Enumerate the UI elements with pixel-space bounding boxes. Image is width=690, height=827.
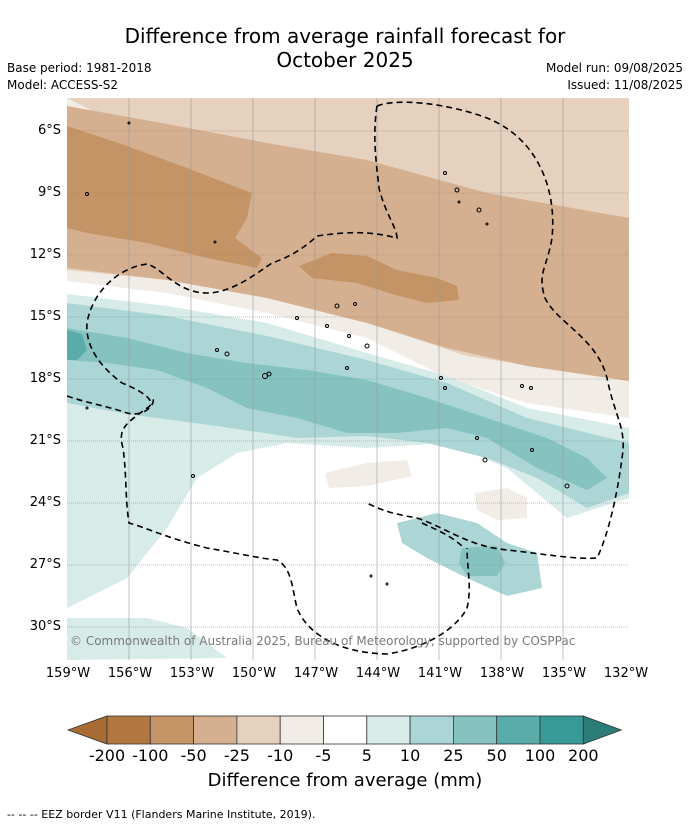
lat-label: 18°S	[29, 371, 61, 386]
eez-borders	[67, 101, 624, 655]
lat-label: 12°S	[29, 247, 61, 262]
lat-label: 30°S	[29, 619, 61, 634]
lon-label: 156°W	[107, 666, 153, 681]
band-pos25	[67, 328, 607, 490]
colorbar-tick-label: -25	[223, 746, 250, 765]
lon-label: 135°W	[541, 666, 587, 681]
lon-label: 159°W	[45, 666, 91, 681]
lon-label: 132°W	[603, 666, 649, 681]
lon-label: 153°W	[169, 666, 215, 681]
colorbar-tick-label: 200	[568, 746, 599, 765]
colorbar-tick-label: -10	[267, 746, 294, 765]
colorbar-title: Difference from average (mm)	[207, 770, 483, 791]
meridians	[128, 98, 564, 660]
colorbar-tick-label: -200	[88, 746, 126, 765]
lat-label: 15°S	[29, 309, 61, 324]
meta-right: Model run: 09/08/2025 Issued: 11/08/2025	[546, 60, 683, 94]
lat-label: 24°S	[29, 495, 61, 510]
colorbar-cell	[452, 715, 498, 745]
colorbar-cell	[236, 715, 281, 745]
lat-label: 21°S	[29, 433, 61, 448]
meta-left: Base period: 1981-2018 Model: ACCESS-S2	[7, 60, 152, 94]
colorbar-tick-label: 10	[399, 746, 421, 765]
eez-footnote: -- -- -- EEZ border V11 (Flanders Marine…	[7, 808, 316, 821]
colorbar-cell	[323, 715, 368, 745]
colorbar-tick-label: 50	[486, 746, 507, 765]
map-title: Difference from average rainfall forecas…	[0, 24, 690, 72]
colorbar-cell	[496, 715, 541, 745]
colorbar-cell	[279, 715, 324, 745]
colorbar-tick-label: 5	[361, 746, 372, 765]
band-neg50-east	[299, 253, 459, 303]
lon-label: 150°W	[231, 666, 277, 681]
band-pos50	[67, 330, 87, 360]
band-pos25-east-blob	[459, 546, 505, 576]
colorbar-cell	[366, 715, 411, 745]
copyright-notice: © Commonwealth of Australia 2025, Bureau…	[70, 634, 576, 648]
rainfall-map	[67, 98, 629, 660]
lon-label: 141°W	[417, 666, 463, 681]
colorbar-tick-label: 100	[524, 746, 556, 765]
issued-date: Issued: 11/08/2025	[567, 78, 683, 92]
colorbar-cell	[539, 715, 584, 745]
colorbar-tick-label: 25	[443, 746, 464, 765]
lon-label: 144°W	[355, 666, 401, 681]
lat-label: 27°S	[29, 557, 61, 572]
lon-label: 138°W	[479, 666, 525, 681]
lat-label: 6°S	[37, 123, 61, 138]
model-name: Model: ACCESS-S2	[7, 78, 119, 92]
title-line-2: October 2025	[276, 48, 414, 72]
band-neg25	[67, 106, 629, 381]
base-period: Base period: 1981-2018	[7, 61, 152, 75]
map-area	[67, 98, 629, 660]
lat-label: 9°S	[37, 185, 61, 200]
lon-label: 147°W	[293, 666, 339, 681]
model-run: Model run: 09/08/2025	[545, 61, 683, 75]
colorbar-tick-label: -50	[180, 746, 207, 765]
islands	[85, 121, 570, 586]
band-neg50-west	[67, 126, 262, 268]
dry-blob-center	[325, 460, 412, 488]
colorbar-cell	[106, 715, 151, 745]
colorbar-tick-label: -100	[132, 746, 169, 765]
title-line-1: Difference from average rainfall forecas…	[124, 24, 566, 48]
band-pos5-south	[67, 618, 227, 660]
graticule	[67, 130, 629, 628]
colorbar-arrow-right	[582, 715, 623, 745]
colorbar	[66, 715, 623, 745]
colorbar-tick-label: -5	[315, 746, 332, 765]
colorbar-arrow-left	[66, 715, 108, 745]
colorbar-cell	[193, 715, 238, 745]
colorbar-cell	[149, 715, 195, 745]
colorbar-cell	[409, 715, 454, 745]
